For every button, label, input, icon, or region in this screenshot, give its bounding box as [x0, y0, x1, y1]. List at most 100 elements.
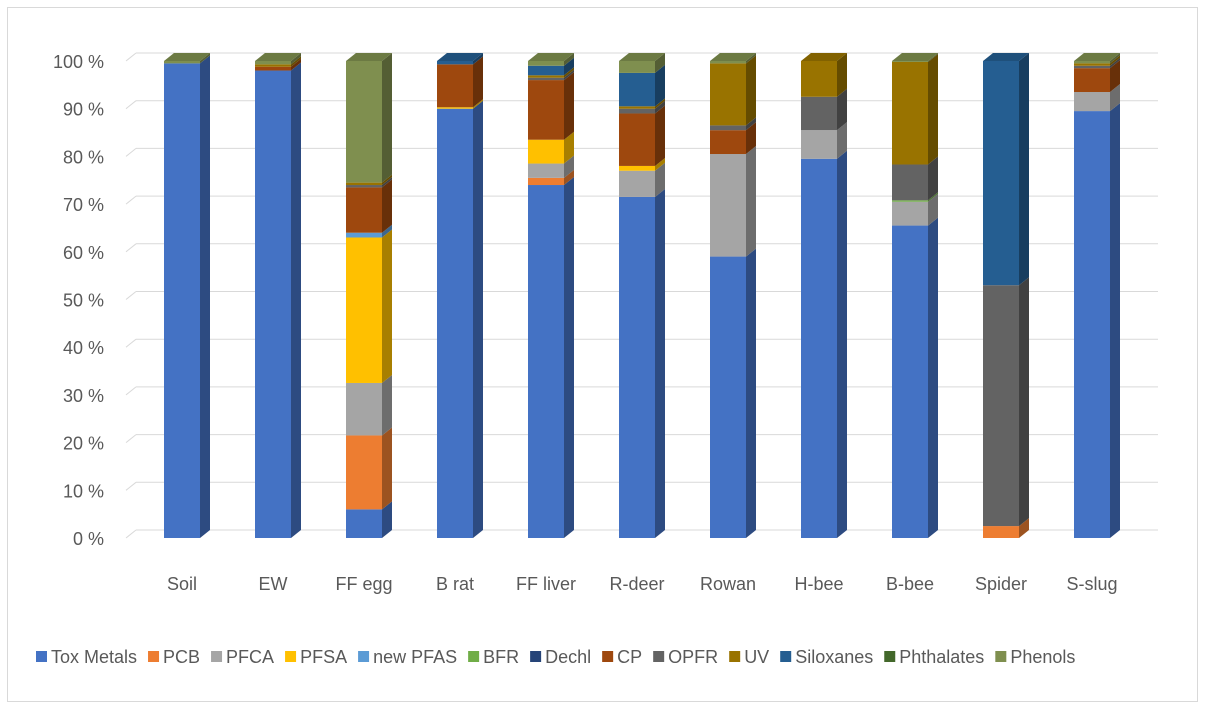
bar-side-phenols [1110, 53, 1120, 64]
bar-side-phenols [746, 53, 756, 64]
bar-side-phenols [200, 53, 210, 64]
bar-pfca [528, 163, 564, 178]
bar-side-phenols [655, 53, 665, 73]
bar-side-cp [746, 122, 756, 155]
bar-phenols [619, 61, 655, 73]
x-category-label: Rowan [700, 574, 756, 594]
bar-pfca [710, 154, 746, 257]
bar-tox-metals [255, 70, 291, 538]
x-axis-category-labels: Soil EW FF egg B rat FF liver R-deer Rowan H-be… [167, 574, 1118, 594]
gridline-side [125, 338, 137, 348]
legend-label: new PFAS [373, 647, 457, 667]
bar-pfca [801, 130, 837, 159]
bar-opfr [619, 108, 655, 114]
legend-swatch [468, 651, 480, 662]
bar-pcb [528, 177, 564, 186]
x-category-label: Soil [167, 574, 197, 594]
bar-tox-metals [437, 108, 473, 538]
legend-label: OPFR [668, 647, 718, 667]
legend-item-dechl: Dechl [530, 647, 591, 667]
bar-cp [346, 187, 382, 233]
legend-swatch [211, 651, 223, 662]
legend-swatch [36, 651, 47, 662]
bar-side-uv [564, 67, 574, 78]
bar-siloxanes [619, 72, 655, 107]
x-category-label: B rat [436, 574, 474, 594]
bar-tox-metals [346, 509, 382, 538]
legend-item-opfr: OPFR [653, 647, 718, 667]
bar-side-tox-metals [564, 177, 574, 538]
bar-opfr [983, 285, 1019, 527]
bar-top-face [801, 53, 847, 61]
bar-pfsa [346, 237, 382, 383]
stacked-bar-chart: 0 % 10 % 20 % 30 % 40 % 50 % 60 % 70 % 80 % 90 % 1… [36, 52, 1158, 667]
bar-side-pfsa [655, 157, 665, 171]
bar-side-siloxanes [564, 57, 574, 76]
legend-label: PFSA [300, 647, 347, 667]
bar-phenols [892, 61, 928, 62]
bar-top-face [619, 53, 665, 61]
bar-uv [710, 63, 746, 126]
bar-top-face [346, 53, 392, 61]
bar-uv [255, 64, 291, 67]
bar-siloxanes [528, 65, 564, 76]
x-category-label: EW [259, 574, 288, 594]
x-category-label: FF liver [516, 574, 576, 594]
bar-tox-metals [710, 256, 746, 538]
bar-pfsa [437, 107, 473, 109]
bar-stack-ew [255, 53, 301, 538]
bar-tox-metals [528, 185, 564, 538]
bar-pfca [346, 382, 382, 436]
bar-side-tox-metals [655, 188, 665, 538]
bar-side-pfca [655, 162, 665, 197]
bar-phenols [346, 61, 382, 183]
legend-item-new-pfas: new PFAS [358, 647, 457, 667]
bar-side-pcb [564, 169, 574, 186]
bar-cp [528, 80, 564, 140]
bar-side-opfr [837, 88, 847, 131]
bar-side-uv [928, 53, 938, 165]
bar-pcb [346, 435, 382, 510]
y-tick-label: 20 % [63, 434, 104, 454]
y-tick-label: 100 % [53, 52, 104, 72]
legend-label: Siloxanes [795, 647, 873, 667]
legend-label: UV [744, 647, 769, 667]
legend-label: Dechl [545, 647, 591, 667]
legend-swatch [884, 651, 896, 662]
bar-side-uv [746, 55, 756, 126]
legend-swatch [995, 651, 1007, 662]
gridline-side [125, 243, 137, 253]
x-category-label: FF egg [335, 574, 392, 594]
bar-opfr [710, 125, 746, 131]
bar-side-pfca [837, 122, 847, 159]
bar-stack-r-deer [619, 53, 665, 538]
y-axis-tick-labels: 0 % 10 % 20 % 30 % 40 % 50 % 60 % 70 % 80 % 90 % 1… [53, 52, 104, 549]
bar-side-opfr [655, 100, 665, 114]
bar-pfca [892, 201, 928, 226]
bar-stack-rowan [710, 53, 756, 538]
gridline-side [125, 148, 137, 157]
legend-item-phthalates: Phthalates [884, 647, 984, 667]
bar-opfr [892, 164, 928, 201]
y-tick-label: 30 % [63, 386, 104, 406]
bar-side-uv [655, 98, 665, 109]
gridline-side [125, 291, 137, 300]
bar-cp [710, 130, 746, 155]
legend-label: CP [617, 647, 642, 667]
bar-side-tox-metals [1110, 103, 1120, 539]
bar-side-pfca [746, 146, 756, 257]
bar-side-siloxanes [473, 53, 483, 65]
legend-item-pcb: PCB [148, 647, 200, 667]
bar-side-opfr [746, 117, 756, 131]
bar-phenols [528, 61, 564, 66]
bar-tox-metals [892, 225, 928, 538]
bar-stack-ff-liver [528, 53, 574, 538]
gridline-side [125, 529, 137, 539]
y-tick-label: 80 % [63, 147, 104, 167]
bar-uv [346, 182, 382, 186]
bar-side-opfr [382, 177, 392, 188]
bar-top-face [710, 53, 756, 61]
bar-side-pfca [928, 193, 938, 226]
bar-side-tox-metals [473, 100, 483, 538]
gridline-side [125, 100, 137, 110]
